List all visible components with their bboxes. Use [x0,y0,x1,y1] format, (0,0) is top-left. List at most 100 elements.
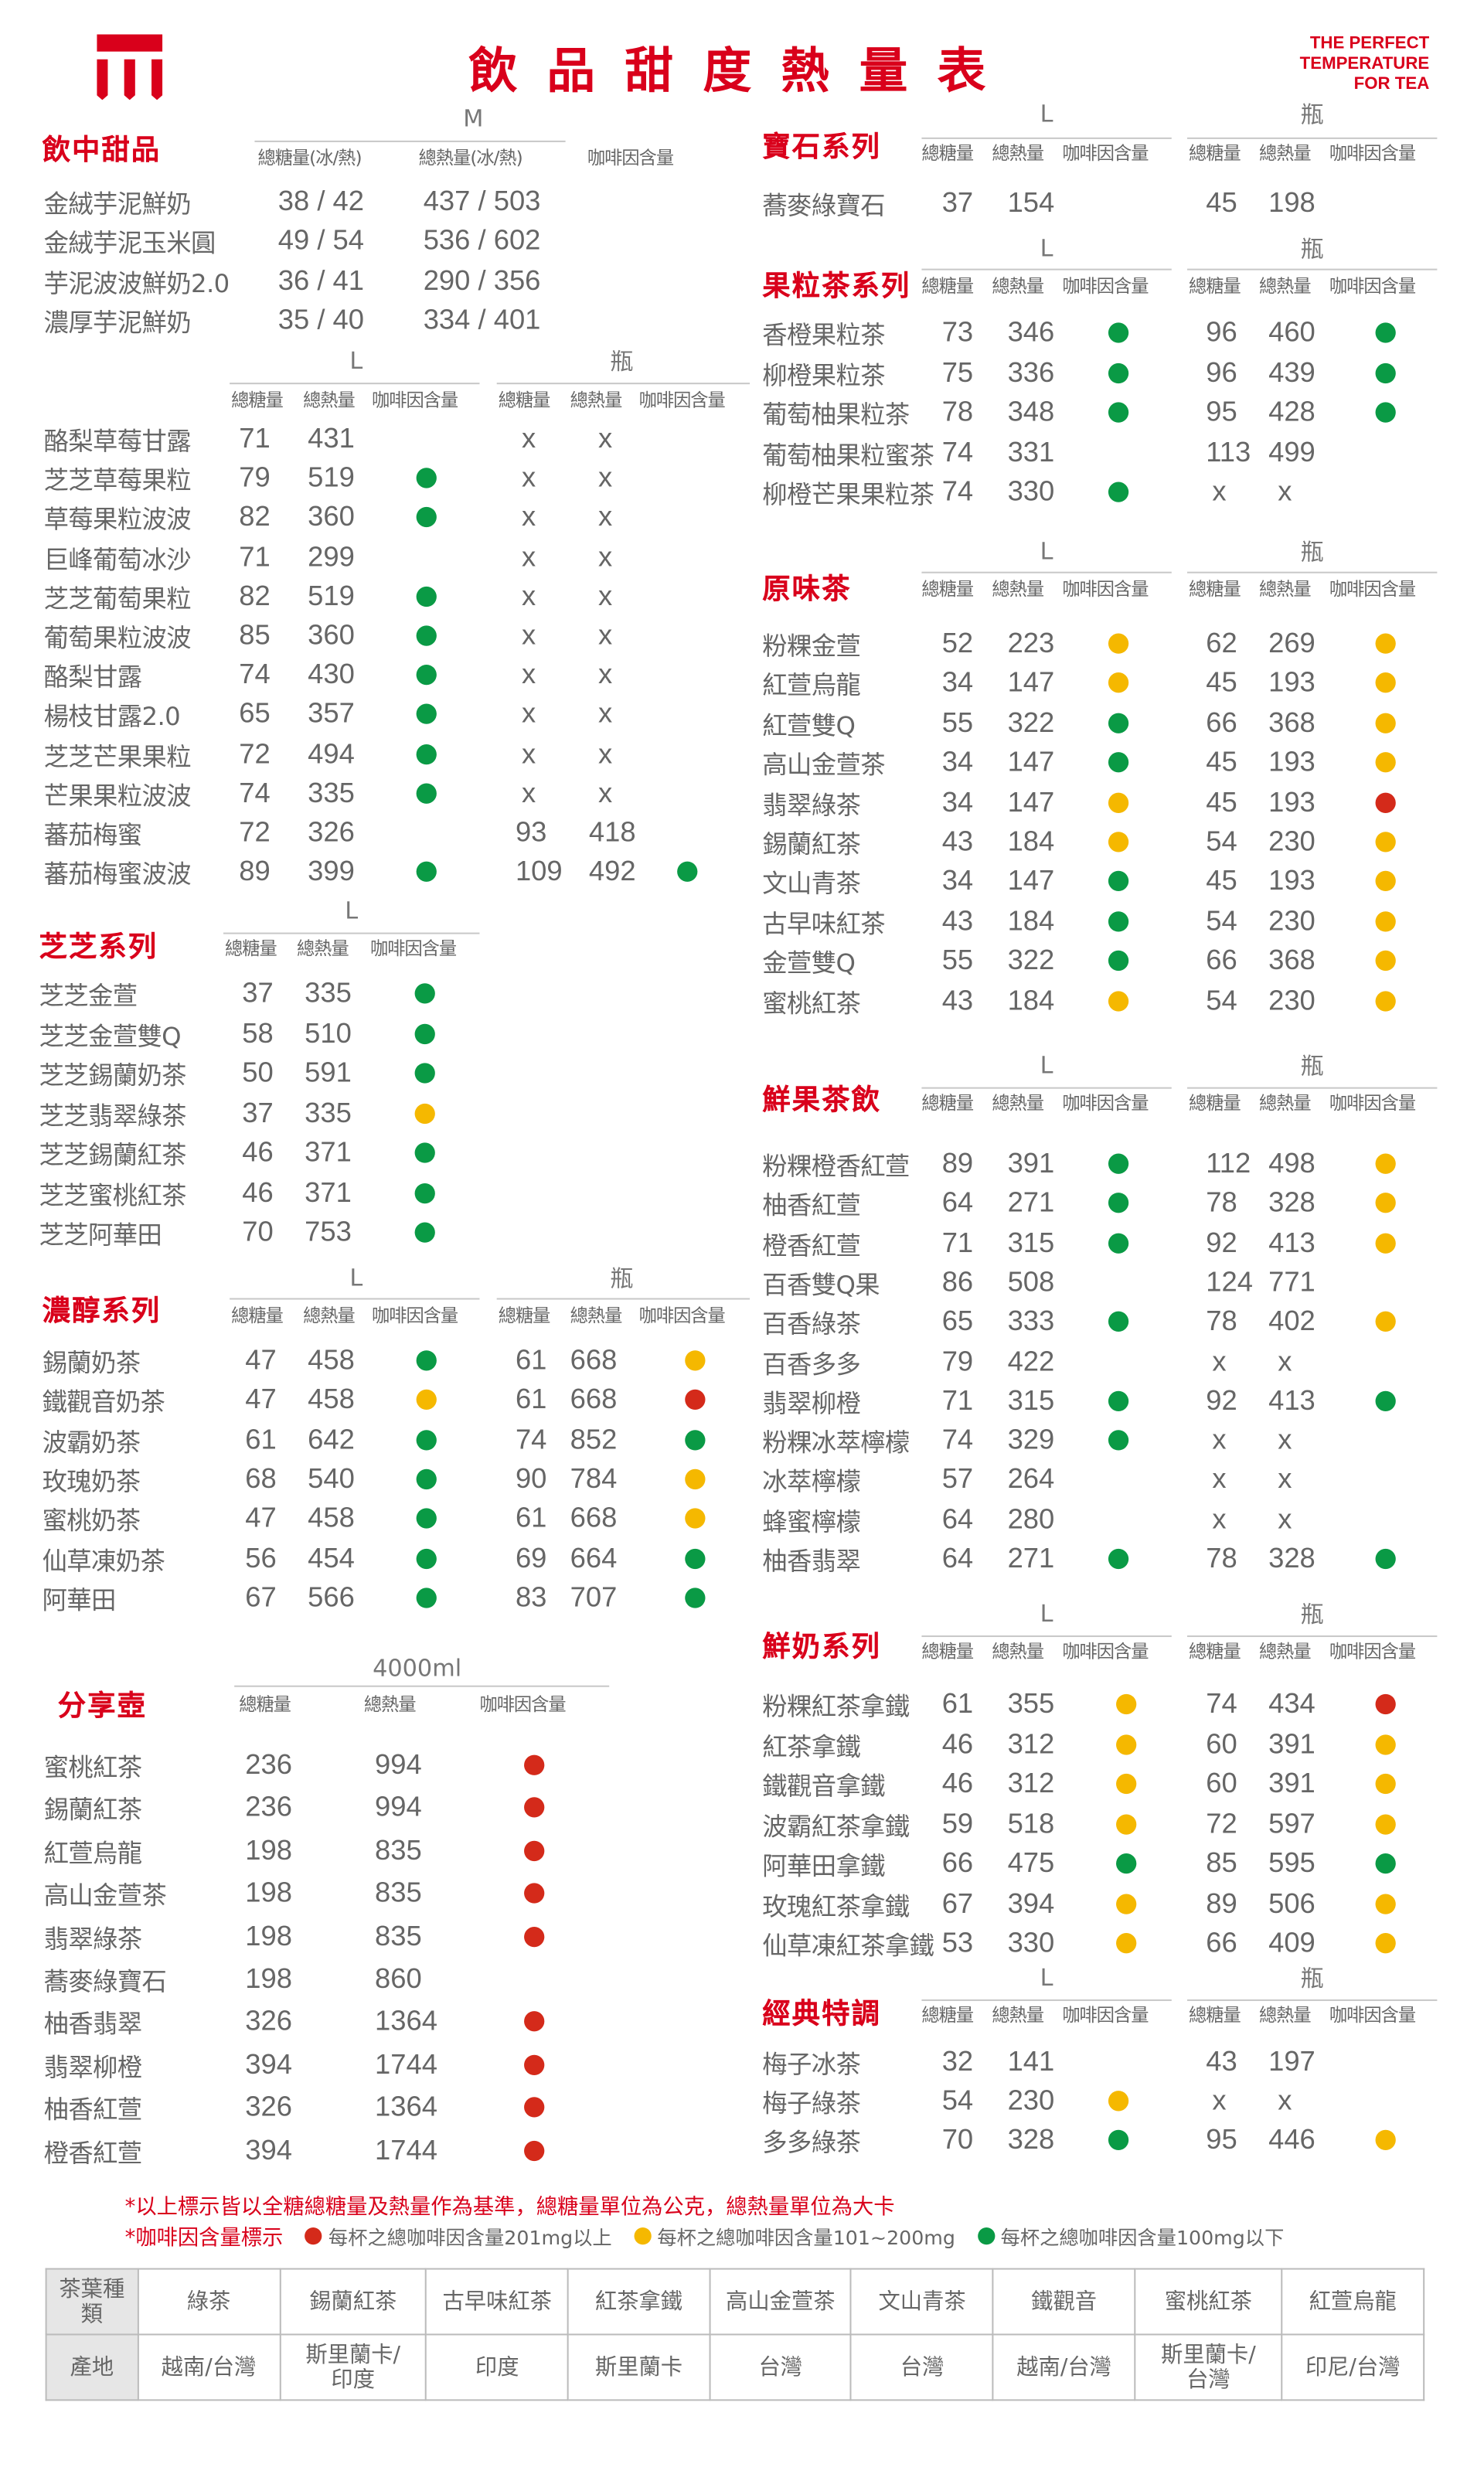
size-label: 瓶 [610,347,634,376]
item-name: 濃厚芋泥鮮奶 [43,307,192,338]
legend-text: 每杯之總咖啡因含量201mg以上 [328,2224,612,2249]
size-label: 瓶 [1300,1600,1324,1628]
sugar-value: 67 [245,1581,277,1613]
tea-type-row: 茶葉種類 綠茶 錫蘭紅茶 古早味紅茶 紅茶拿鐵 高山金萱茶 文山青茶 鐵觀音 蜜桃紅茶 紅萱烏龍 [45,2268,1425,2336]
sugar-value: 34 [941,666,974,699]
header-divider [1186,268,1438,271]
sugar-value: 43 [941,904,974,937]
column-header: 咖啡因含量 [1329,141,1416,165]
sugar-value: 61 [941,1687,974,1720]
column-header: 總糖量 [231,1304,284,1326]
sugar-value: 46 [242,1176,274,1208]
caffeine-green-dot-icon [1108,713,1129,733]
sugar-value: 198 [245,1877,293,1909]
column-header: 咖啡因含量 [1062,1091,1149,1114]
caffeine-green-dot-icon [416,744,437,764]
calorie-value: 835 [375,1877,422,1909]
item-name: 玫瑰奶茶 [42,1466,141,1496]
caffeine-green-dot-icon [416,1508,437,1529]
calorie-value: 492 [588,855,636,887]
sugar-value: 112 [1206,1147,1251,1179]
item-name: 文山青茶 [762,869,861,899]
legend-item: 每杯之總咖啡因含量100mg以下 [977,2220,1284,2250]
item-name: 橙香紅萱 [43,2137,143,2168]
calorie-value: 994 [375,1748,422,1780]
item-name: 蜜桃奶茶 [42,1506,141,1536]
sugar-value: 78 [1206,1542,1237,1574]
origin-cell: 越南/台灣 [992,2333,1136,2401]
calorie-value: 147 [1007,865,1055,897]
tagline: THE PERFECT TEMPERATURE FOR TEA [1300,34,1430,95]
caffeine-red-dot-icon [524,2140,545,2161]
calorie-value: 371 [305,1176,352,1208]
header-divider [230,383,480,385]
item-name: 酪梨草莓甘露 [43,426,192,457]
item-name: 紅茶拿鐵 [762,1731,861,1761]
caffeine-green-dot-icon [1108,482,1129,502]
legend-text: 每杯之總咖啡因含量100mg以下 [1000,2224,1285,2249]
item-name: 香橙果粒茶 [762,320,885,350]
calorie-value: 197 [1268,2045,1316,2077]
caffeine-red-dot-icon [524,1798,545,1819]
size-label: 瓶 [1300,538,1324,567]
column-header: 總糖量 [921,141,974,165]
header-divider [1186,1635,1438,1638]
caffeine-green-dot-icon [416,468,437,488]
calorie-value: x [1278,1463,1292,1495]
sugar-value: 56 [245,1541,277,1574]
calorie-value: 329 [1007,1424,1055,1455]
item-name: 芝芝金萱 [39,981,138,1011]
column-header: 咖啡因含量 [1329,2004,1416,2027]
column-header: 咖啡因含量 [1062,2004,1149,2027]
caffeine-green-dot-icon [1375,1390,1396,1411]
item-name: 草莓果粒波波 [43,505,192,535]
caffeine-yellow-dot-icon [1116,1773,1137,1795]
sugar-value: 74 [941,1424,974,1455]
section-title: 鮮果茶飲 [762,1084,881,1118]
sugar-value: 85 [1206,1846,1237,1879]
sugar-value: 57 [941,1463,974,1495]
calorie-value: 336 [1007,356,1055,388]
sugar-value: 61 [245,1423,277,1455]
sugar-value: x [1212,475,1227,507]
sugar-value: 124 [1206,1265,1253,1298]
section-title: 飲中甜品 [42,134,162,168]
calorie-value: 371 [305,1136,352,1168]
tagline-line: TEMPERATURE [1299,54,1430,73]
caffeine-yellow-dot-icon [1375,752,1396,773]
size-label: L [1040,100,1053,128]
item-name: 芝芝蜜桃紅茶 [39,1179,187,1210]
sugar-value: 34 [941,746,974,778]
column-header: 總糖量 [1189,1640,1241,1662]
column-header: 總糖量 [921,577,974,601]
calorie-value: 494 [308,737,355,769]
calorie-value: x [598,540,613,572]
calorie-value: x [598,737,613,769]
caffeine-green-dot-icon [685,1429,706,1450]
caffeine-yellow-dot-icon [1116,1893,1137,1914]
caffeine-yellow-dot-icon [1375,1813,1396,1834]
calorie-value: 664 [570,1541,618,1574]
sugar-value: 75 [941,356,974,388]
sugar-value: 58 [242,1016,274,1049]
sugar-value: 34 [941,865,974,897]
tea-type-cell: 錫蘭紅茶 [278,2268,427,2336]
size-label: L [1040,234,1053,263]
calorie-value: 413 [1268,1226,1316,1258]
calorie-value: x [598,580,613,611]
caffeine-yellow-dot-icon [1375,871,1396,892]
origin-cell: 台灣 [709,2333,853,2401]
column-header: 總熱量 [992,1091,1044,1114]
item-name: 阿華田拿鐵 [762,1850,885,1881]
caffeine-yellow-dot-icon [1375,1734,1396,1754]
item-name: 葡萄柚果粒蜜茶 [762,439,934,470]
calorie-value: 460 [1268,316,1316,348]
size-label: 瓶 [610,1264,634,1293]
sugar-value: 65 [239,698,271,730]
origin-text: 越南/台灣 [1016,2354,1111,2380]
item-name: 巨峰葡萄冰沙 [43,544,192,574]
sugar-value: 92 [1206,1226,1237,1258]
item-name: 錫蘭紅茶 [762,829,861,859]
calorie-value: 446 [1268,2123,1316,2156]
tea-type-cell: 文山青茶 [850,2268,994,2336]
